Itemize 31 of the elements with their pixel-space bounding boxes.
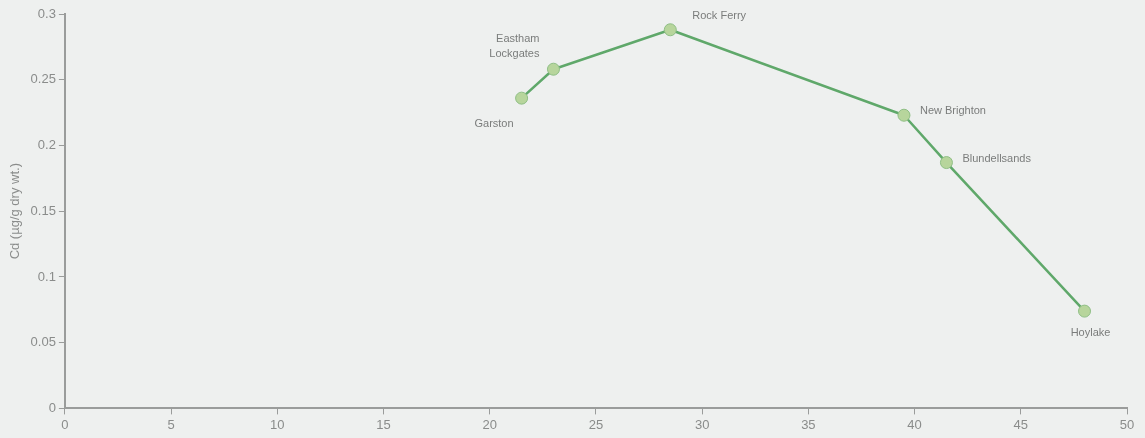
point: [939, 156, 953, 170]
annotation: Blundellsands: [962, 151, 1032, 164]
point: [663, 23, 677, 37]
y-tick-label: 0.15: [30, 202, 56, 218]
point: [515, 91, 529, 105]
point: [546, 62, 560, 76]
x-tick-label: 35: [801, 416, 816, 432]
annotation: Garston: [474, 117, 514, 130]
annotation: Hoylake: [1070, 326, 1111, 339]
x-tick-label: 5: [167, 416, 175, 432]
point: [1078, 304, 1092, 318]
x-tick-label: 0: [61, 416, 69, 432]
y-tick-label: 0.1: [37, 268, 56, 284]
y-tick-label: 0.3: [37, 5, 56, 21]
y-tick-label: 0.25: [30, 71, 56, 87]
annotation: Eastham Lockgates: [489, 32, 540, 60]
y-tick-label: 0: [48, 399, 56, 415]
y-tick-label: 0.2: [37, 137, 56, 153]
x-tick-label: 40: [907, 416, 922, 432]
x-tick-label: 50: [1119, 416, 1135, 432]
x-tick-label: 20: [482, 416, 497, 432]
x-tick-label: 25: [588, 416, 604, 432]
y-tick-label: 0.05: [30, 334, 56, 350]
annotation: Rock Ferry: [692, 8, 747, 21]
x-tick-label: 45: [1013, 416, 1029, 432]
x-tick-label: 15: [376, 416, 391, 432]
annotation: New Brighton: [919, 104, 987, 117]
point: [897, 108, 911, 122]
x-tick-label: 30: [694, 416, 710, 432]
x-tick-label: 10: [270, 416, 285, 432]
y-axis-title: Cd (µg/g dry wt.): [7, 163, 23, 260]
